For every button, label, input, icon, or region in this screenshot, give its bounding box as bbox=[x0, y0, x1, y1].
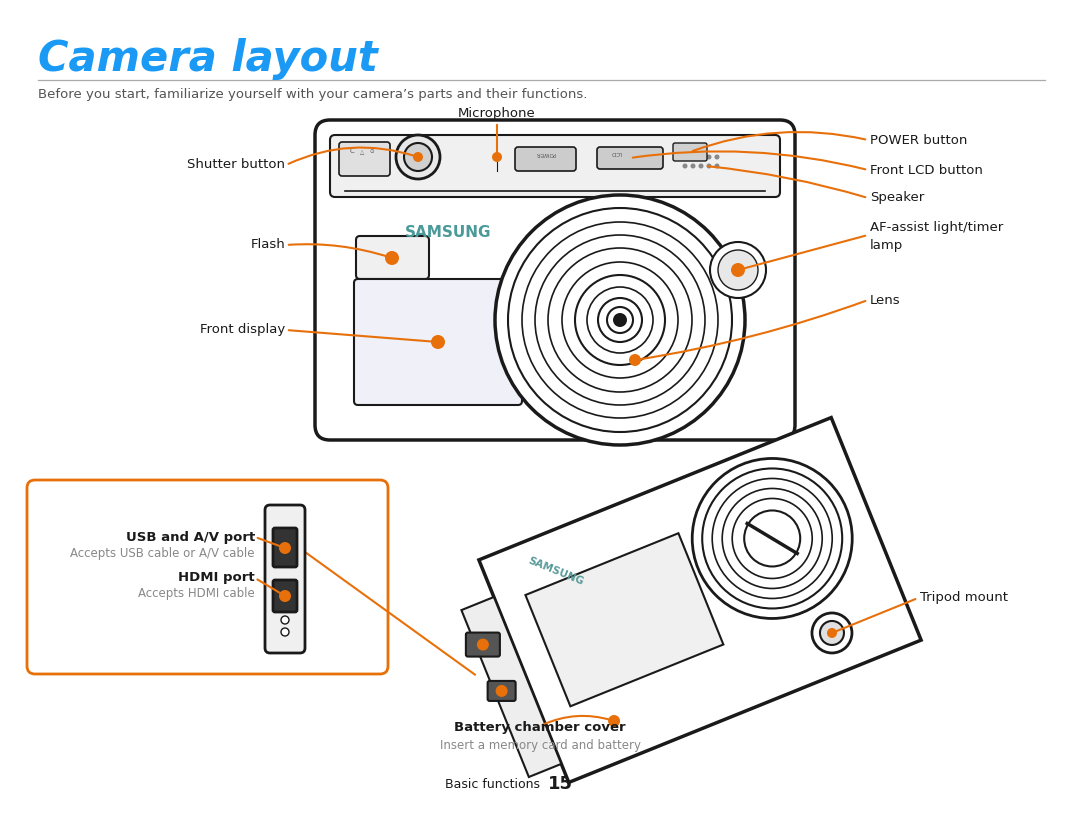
Circle shape bbox=[396, 135, 440, 179]
FancyBboxPatch shape bbox=[597, 147, 663, 169]
Text: 15: 15 bbox=[548, 775, 573, 793]
Circle shape bbox=[715, 164, 719, 169]
Circle shape bbox=[731, 263, 745, 277]
Circle shape bbox=[562, 262, 678, 378]
Text: Basic functions: Basic functions bbox=[445, 778, 540, 791]
Text: Battery chamber cover: Battery chamber cover bbox=[455, 721, 625, 734]
Text: HDMI port: HDMI port bbox=[178, 571, 255, 584]
Circle shape bbox=[732, 499, 812, 579]
Circle shape bbox=[575, 275, 665, 365]
Circle shape bbox=[702, 469, 842, 609]
Text: SAMSUNG: SAMSUNG bbox=[405, 225, 491, 240]
Circle shape bbox=[706, 164, 712, 169]
FancyBboxPatch shape bbox=[339, 142, 390, 176]
Circle shape bbox=[692, 459, 852, 619]
FancyBboxPatch shape bbox=[356, 236, 429, 279]
Circle shape bbox=[492, 152, 502, 162]
FancyBboxPatch shape bbox=[515, 147, 576, 171]
Circle shape bbox=[496, 685, 508, 697]
Text: POWER button: POWER button bbox=[870, 134, 968, 147]
FancyBboxPatch shape bbox=[273, 580, 297, 612]
Text: Microphone: Microphone bbox=[458, 107, 536, 120]
Text: USB and A/V port: USB and A/V port bbox=[125, 531, 255, 544]
Circle shape bbox=[508, 208, 732, 432]
Circle shape bbox=[715, 155, 719, 160]
Text: Accepts HDMI cable: Accepts HDMI cable bbox=[138, 588, 255, 601]
Circle shape bbox=[477, 639, 489, 650]
Circle shape bbox=[690, 164, 696, 169]
FancyBboxPatch shape bbox=[673, 143, 707, 161]
Text: Lens: Lens bbox=[870, 293, 901, 306]
Circle shape bbox=[588, 287, 653, 353]
Circle shape bbox=[495, 195, 745, 445]
FancyBboxPatch shape bbox=[273, 528, 297, 567]
Text: Front LCD button: Front LCD button bbox=[870, 164, 983, 177]
Text: Shutter button: Shutter button bbox=[187, 158, 285, 171]
Circle shape bbox=[683, 164, 688, 169]
Text: △: △ bbox=[360, 149, 364, 154]
Text: Camera layout: Camera layout bbox=[38, 38, 378, 80]
Text: SAMSUNG: SAMSUNG bbox=[526, 555, 585, 587]
Text: C: C bbox=[350, 148, 354, 154]
FancyBboxPatch shape bbox=[354, 279, 522, 405]
Text: Before you start, familiarize yourself with your camera’s parts and their functi: Before you start, familiarize yourself w… bbox=[38, 88, 588, 101]
Polygon shape bbox=[461, 597, 562, 777]
FancyBboxPatch shape bbox=[315, 120, 795, 440]
Circle shape bbox=[548, 248, 692, 392]
FancyBboxPatch shape bbox=[265, 505, 305, 653]
Circle shape bbox=[413, 152, 423, 162]
Circle shape bbox=[608, 715, 620, 727]
Circle shape bbox=[744, 510, 800, 566]
Circle shape bbox=[404, 143, 432, 171]
Text: Tripod mount: Tripod mount bbox=[920, 592, 1008, 605]
Circle shape bbox=[820, 621, 843, 645]
Circle shape bbox=[598, 298, 642, 342]
Circle shape bbox=[279, 542, 291, 554]
Circle shape bbox=[279, 590, 291, 602]
Circle shape bbox=[683, 155, 688, 160]
Circle shape bbox=[607, 307, 633, 333]
Circle shape bbox=[384, 251, 399, 265]
FancyBboxPatch shape bbox=[487, 681, 515, 701]
Circle shape bbox=[281, 616, 289, 624]
Circle shape bbox=[281, 628, 289, 636]
Circle shape bbox=[629, 354, 642, 366]
Circle shape bbox=[431, 335, 445, 349]
Text: POWER: POWER bbox=[535, 151, 555, 156]
Polygon shape bbox=[478, 417, 921, 782]
Circle shape bbox=[718, 250, 758, 290]
Circle shape bbox=[699, 155, 703, 160]
Circle shape bbox=[522, 222, 718, 418]
Text: AF-assist light/timer: AF-assist light/timer bbox=[870, 222, 1003, 235]
Circle shape bbox=[710, 242, 766, 298]
Text: ⊙: ⊙ bbox=[370, 149, 375, 154]
Circle shape bbox=[812, 613, 852, 653]
Circle shape bbox=[723, 488, 822, 588]
Text: Insert a memory card and battery: Insert a memory card and battery bbox=[440, 738, 640, 751]
Text: Front display: Front display bbox=[200, 324, 285, 337]
Text: lamp: lamp bbox=[870, 240, 903, 253]
FancyBboxPatch shape bbox=[27, 480, 388, 674]
FancyBboxPatch shape bbox=[330, 135, 780, 197]
Text: LCD: LCD bbox=[610, 150, 621, 155]
Circle shape bbox=[699, 164, 703, 169]
Polygon shape bbox=[526, 533, 724, 707]
Text: Flash: Flash bbox=[251, 239, 285, 252]
Text: Accepts USB cable or A/V cable: Accepts USB cable or A/V cable bbox=[70, 547, 255, 560]
Circle shape bbox=[827, 628, 837, 638]
Text: Speaker: Speaker bbox=[870, 192, 924, 205]
Circle shape bbox=[690, 155, 696, 160]
FancyBboxPatch shape bbox=[465, 632, 500, 657]
Circle shape bbox=[712, 478, 833, 598]
Circle shape bbox=[706, 155, 712, 160]
Circle shape bbox=[613, 313, 627, 327]
Circle shape bbox=[535, 235, 705, 405]
